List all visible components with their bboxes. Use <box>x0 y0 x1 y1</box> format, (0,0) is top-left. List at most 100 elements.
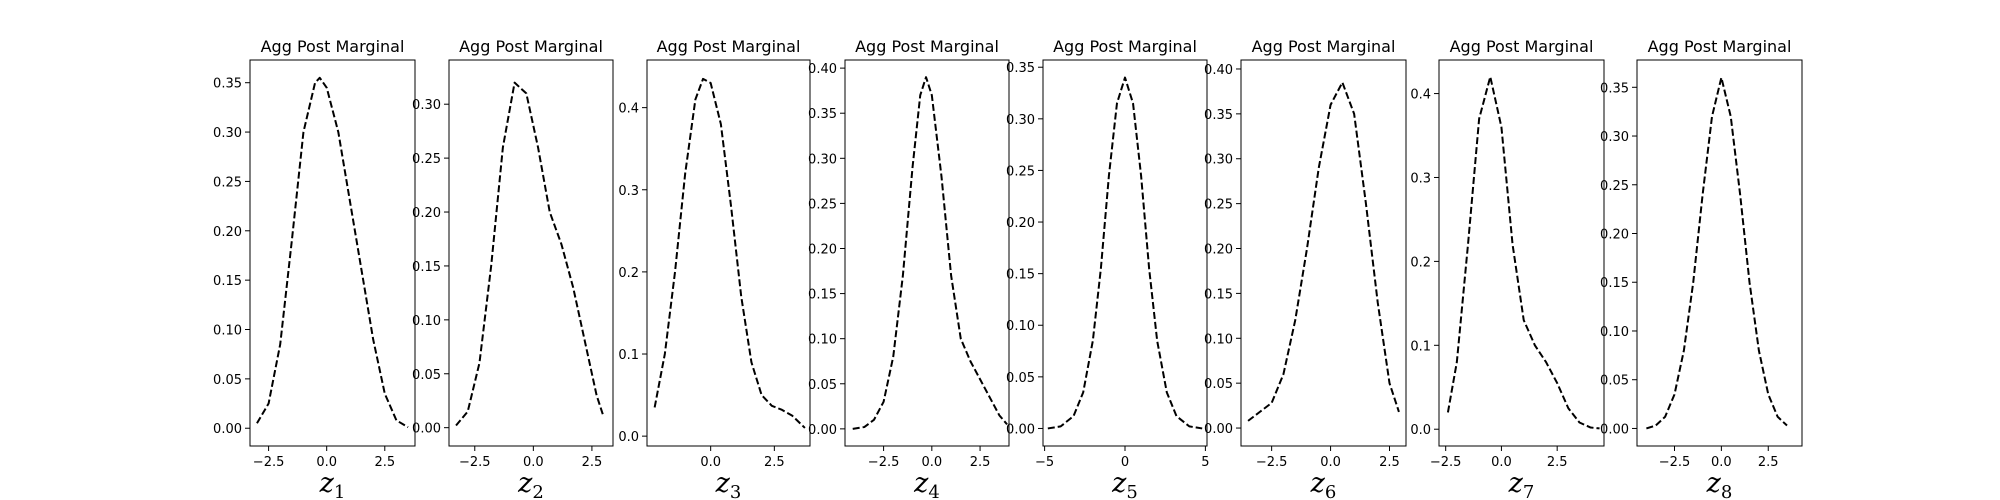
x-axis-label-var: z <box>1310 468 1326 499</box>
y-tick-label: 0.35 <box>808 107 837 122</box>
x-axis-label: z5 <box>1111 468 1138 500</box>
subplot-title: Agg Post Marginal <box>1252 37 1396 56</box>
x-tick-label: 0 <box>1121 455 1129 470</box>
x-axis-label-var: z <box>913 468 929 499</box>
x-axis-label-subscript: 3 <box>730 482 741 500</box>
x-axis-label: z1 <box>319 468 346 500</box>
subplot-1: −2.5 0.0 2.5 0.00 0.05 0.10 0.15 0.20 0.25 0.30 0.… <box>213 37 416 500</box>
subplot-8: −2.5 0.0 2.5 0.00 0.05 0.10 0.15 0.20 0.25 0.30 0.… <box>1600 37 1803 500</box>
y-tick-label: 0.20 <box>1204 243 1233 258</box>
y-tick-label: 0.30 <box>1204 153 1233 168</box>
x-tick-label: 0.0 <box>700 455 721 470</box>
x-tick-label: −2.5 <box>1430 455 1462 470</box>
y-tick-label: 0.25 <box>213 175 242 190</box>
y-tick-label: 0.00 <box>213 422 242 437</box>
subplot-title: Agg Post Marginal <box>459 37 603 56</box>
x-axis-label-subscript: 1 <box>334 482 345 500</box>
density-curve <box>1646 76 1788 430</box>
y-tick-label: 0.00 <box>1204 422 1233 437</box>
x-axis-label-subscript: 5 <box>1126 482 1137 500</box>
subplot-title: Agg Post Marginal <box>1648 37 1792 56</box>
y-tick-label: 0.10 <box>1006 319 1035 334</box>
x-axis-label: z8 <box>1706 468 1733 500</box>
x-axis-label-var: z <box>319 468 335 499</box>
subplot-title: Agg Post Marginal <box>657 37 801 56</box>
x-axis-label-var: z <box>1508 468 1524 499</box>
x-tick-label: −2.5 <box>1659 455 1691 470</box>
x-tick-label: 2.5 <box>1758 455 1779 470</box>
y-tick-label: 0.40 <box>1204 63 1233 78</box>
subplot-4: −2.5 0.0 2.5 0.00 0.05 0.10 0.15 0.20 0.25 0.30 0.… <box>808 37 1010 500</box>
y-tick-label: 0.30 <box>1006 113 1035 128</box>
density-curve <box>1247 81 1400 422</box>
x-tick-label: 0.0 <box>1320 455 1341 470</box>
y-tick-label: 0.35 <box>1600 81 1629 96</box>
x-tick-label: 5 <box>1201 455 1209 470</box>
density-curve <box>852 76 1008 430</box>
y-tick-label: 0.20 <box>808 242 837 257</box>
y-tick-label: 0.25 <box>412 152 441 167</box>
axes-frame <box>844 59 1010 447</box>
x-tick-label: 2.5 <box>764 455 785 470</box>
y-tick-label: 0.05 <box>1006 371 1035 386</box>
density-curve <box>653 77 806 429</box>
subplot-3: 0.0 2.5 0.0 0.1 0.2 0.3 0.4 Agg Post Marginal z3 <box>618 37 811 500</box>
y-tick-label: 0.3 <box>1410 171 1431 186</box>
y-tick-label: 0.00 <box>412 422 441 437</box>
x-axis-label-var: z <box>517 468 533 499</box>
axes-frame <box>1042 59 1208 447</box>
y-tick-label: 0.15 <box>1204 287 1233 302</box>
x-axis-label: z7 <box>1508 468 1535 500</box>
subplot-2: −2.5 0.0 2.5 0.00 0.05 0.10 0.15 0.20 0.25 0.30 Ag… <box>412 37 614 500</box>
y-tick-label: 0.00 <box>1600 422 1629 437</box>
x-tick-label: 0.0 <box>316 455 337 470</box>
axes-frame <box>1240 59 1407 447</box>
y-tick-label: 0.25 <box>1006 164 1035 179</box>
x-axis-label-subscript: 7 <box>1523 482 1534 500</box>
y-tick-label: 0.0 <box>1410 423 1431 438</box>
y-tick-label: 0.10 <box>1600 325 1629 340</box>
x-axis-label: z6 <box>1310 468 1337 500</box>
y-tick-label: 0.00 <box>1006 422 1035 437</box>
y-tick-label: 0.05 <box>412 368 441 383</box>
x-axis-label: z4 <box>913 468 940 500</box>
y-tick-label: 0.3 <box>618 184 639 199</box>
y-tick-label: 0.40 <box>808 62 837 77</box>
y-tick-label: 0.20 <box>1600 228 1629 243</box>
y-tick-label: 0.30 <box>808 152 837 167</box>
y-tick-label: 0.25 <box>808 197 837 212</box>
y-tick-label: 0.1 <box>1410 339 1431 354</box>
y-tick-label: 0.25 <box>1600 179 1629 194</box>
x-tick-label: 2.5 <box>582 455 603 470</box>
x-tick-label: −2.5 <box>1256 455 1288 470</box>
y-tick-label: 0.20 <box>1006 216 1035 231</box>
subplot-title: Agg Post Marginal <box>1053 37 1197 56</box>
y-tick-label: 0.10 <box>808 333 837 348</box>
x-tick-label: 2.5 <box>1547 455 1568 470</box>
x-tick-label: 0.0 <box>1711 455 1732 470</box>
y-tick-label: 0.30 <box>412 98 441 113</box>
y-tick-label: 0.05 <box>1204 377 1233 392</box>
subplot-title: Agg Post Marginal <box>1450 37 1594 56</box>
y-tick-label: 0.10 <box>412 314 441 329</box>
y-tick-label: 0.10 <box>213 324 242 339</box>
y-tick-label: 0.2 <box>1410 255 1431 270</box>
x-axis-label-var: z <box>715 468 731 499</box>
y-tick-label: 0.35 <box>1204 108 1233 123</box>
x-axis-label-subscript: 2 <box>532 482 543 500</box>
x-axis-label: z2 <box>517 468 544 500</box>
x-tick-label: 2.5 <box>374 455 395 470</box>
y-tick-label: 0.35 <box>1006 61 1035 76</box>
y-tick-label: 0.05 <box>213 373 242 388</box>
y-tick-label: 0.30 <box>213 126 242 141</box>
x-axis-label-var: z <box>1706 468 1722 499</box>
x-tick-label: 0.0 <box>921 455 942 470</box>
y-tick-label: 0.15 <box>412 260 441 275</box>
y-tick-label: 0.20 <box>213 225 242 240</box>
x-tick-label: −2.5 <box>868 455 900 470</box>
density-curve <box>1446 75 1600 430</box>
y-tick-label: 0.30 <box>1600 130 1629 145</box>
x-axis-label-subscript: 4 <box>928 482 939 500</box>
y-tick-label: 0.05 <box>808 378 837 393</box>
y-tick-label: 0.00 <box>808 423 837 438</box>
